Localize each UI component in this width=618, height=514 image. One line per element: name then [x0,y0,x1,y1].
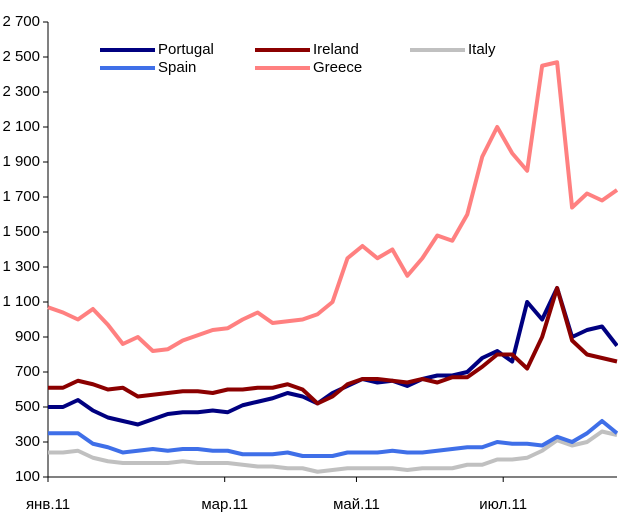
y-tick-label: 2 300 [2,83,40,100]
y-tick-label: 1 700 [2,188,40,205]
y-tick-label: 300 [15,433,40,450]
y-tick-label: 1 900 [2,153,40,170]
y-tick-label: 2 700 [2,13,40,30]
x-tick-label: мар.11 [201,496,248,513]
y-tick-label: 1 300 [2,258,40,275]
series-line [48,286,618,427]
y-tick-label: 1 100 [2,293,40,310]
legend-label: Ireland [313,41,359,58]
x-tick-label: май.11 [333,496,380,513]
x-tick-label: янв.11 [26,496,70,513]
legend-label: Italy [468,41,496,58]
legend-label: Portugal [158,41,214,58]
y-tick-label: 1 500 [2,223,40,240]
series-line [48,286,618,406]
series-line [48,419,618,458]
y-tick-label: 700 [15,363,40,380]
y-tick-label: 2 500 [2,48,40,65]
x-tick-label: июл.11 [479,496,527,513]
y-tick-label: 900 [15,328,40,345]
series-line [47,60,618,353]
series-line [48,429,618,474]
y-tick-label: 2 100 [2,118,40,135]
y-tick-label: 100 [15,468,40,485]
y-tick-label: 500 [15,398,40,415]
legend-label: Spain [158,59,196,76]
legend-label: Greece [313,59,362,76]
